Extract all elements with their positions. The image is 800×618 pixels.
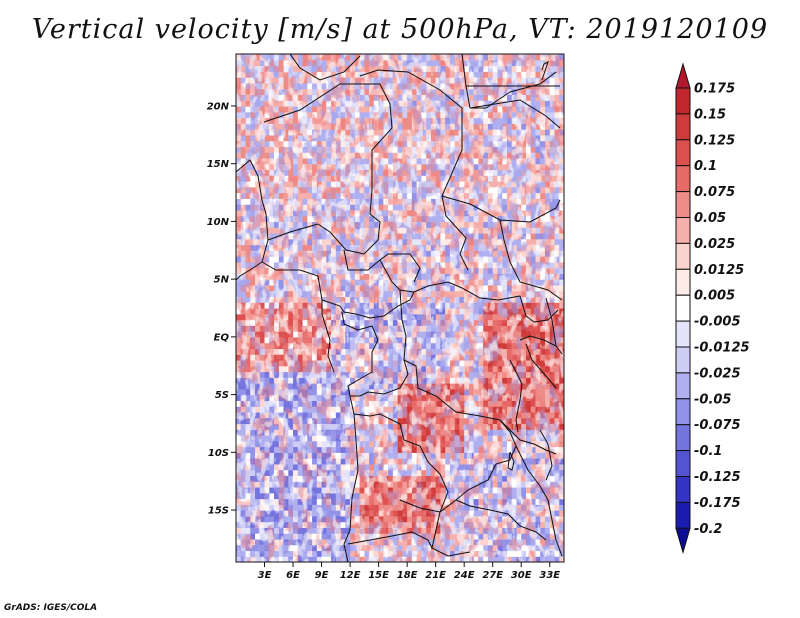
map-title: Vertical velocity [m/s] at 500hPa, VT: 2… [31,14,769,45]
